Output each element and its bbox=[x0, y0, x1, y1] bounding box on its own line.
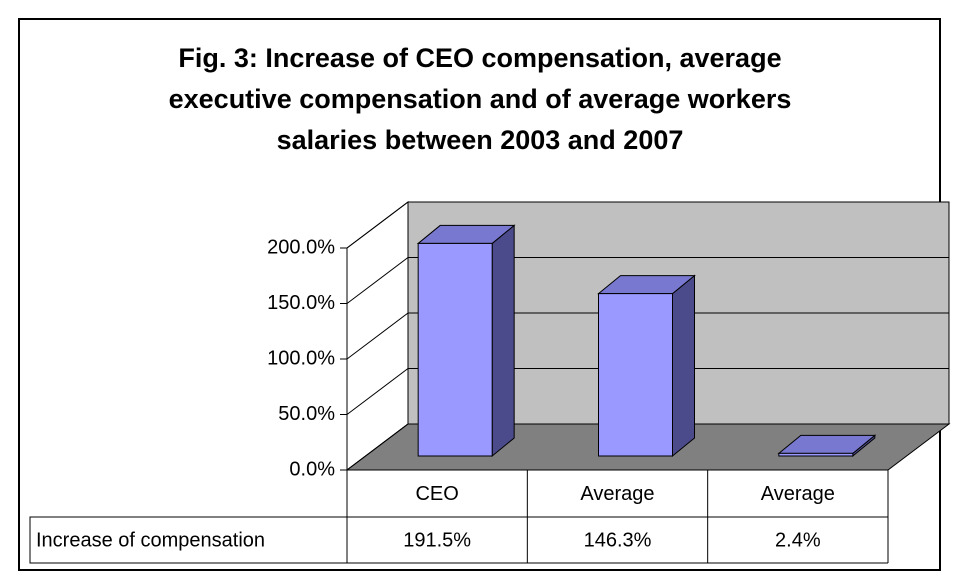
bar-side bbox=[672, 274, 695, 458]
y-tick-label: 50.0% bbox=[278, 403, 335, 425]
series-name: Increase of compensation bbox=[36, 529, 265, 551]
value-label: 146.3% bbox=[584, 529, 652, 551]
x-tick-label: Average bbox=[761, 483, 835, 505]
y-tick-label: 200.0% bbox=[267, 236, 335, 258]
table-border bbox=[29, 470, 888, 564]
x-tick-label: Average bbox=[580, 483, 654, 505]
grid-line bbox=[346, 257, 949, 304]
chart-title: Fig. 3: Increase of CEO compensation, av… bbox=[178, 43, 781, 73]
bar bbox=[598, 293, 673, 457]
grid-line bbox=[346, 312, 949, 360]
bar bbox=[417, 242, 493, 457]
x-tick-label: CEO bbox=[415, 483, 458, 505]
bar-side bbox=[491, 224, 515, 458]
bar bbox=[778, 452, 854, 457]
grid-line bbox=[346, 423, 949, 471]
value-label: 2.4% bbox=[775, 529, 821, 551]
grid-line bbox=[346, 368, 949, 415]
grid-line bbox=[346, 201, 949, 249]
y-tick-label: 150.0% bbox=[267, 292, 335, 314]
y-tick-label: 100.0% bbox=[267, 347, 335, 369]
chart-title: executive compensation and of average wo… bbox=[169, 84, 792, 114]
y-tick-label: 0.0% bbox=[289, 458, 335, 480]
value-label: 191.5% bbox=[403, 529, 471, 551]
chart-title: salaries between 2003 and 2007 bbox=[277, 125, 684, 155]
